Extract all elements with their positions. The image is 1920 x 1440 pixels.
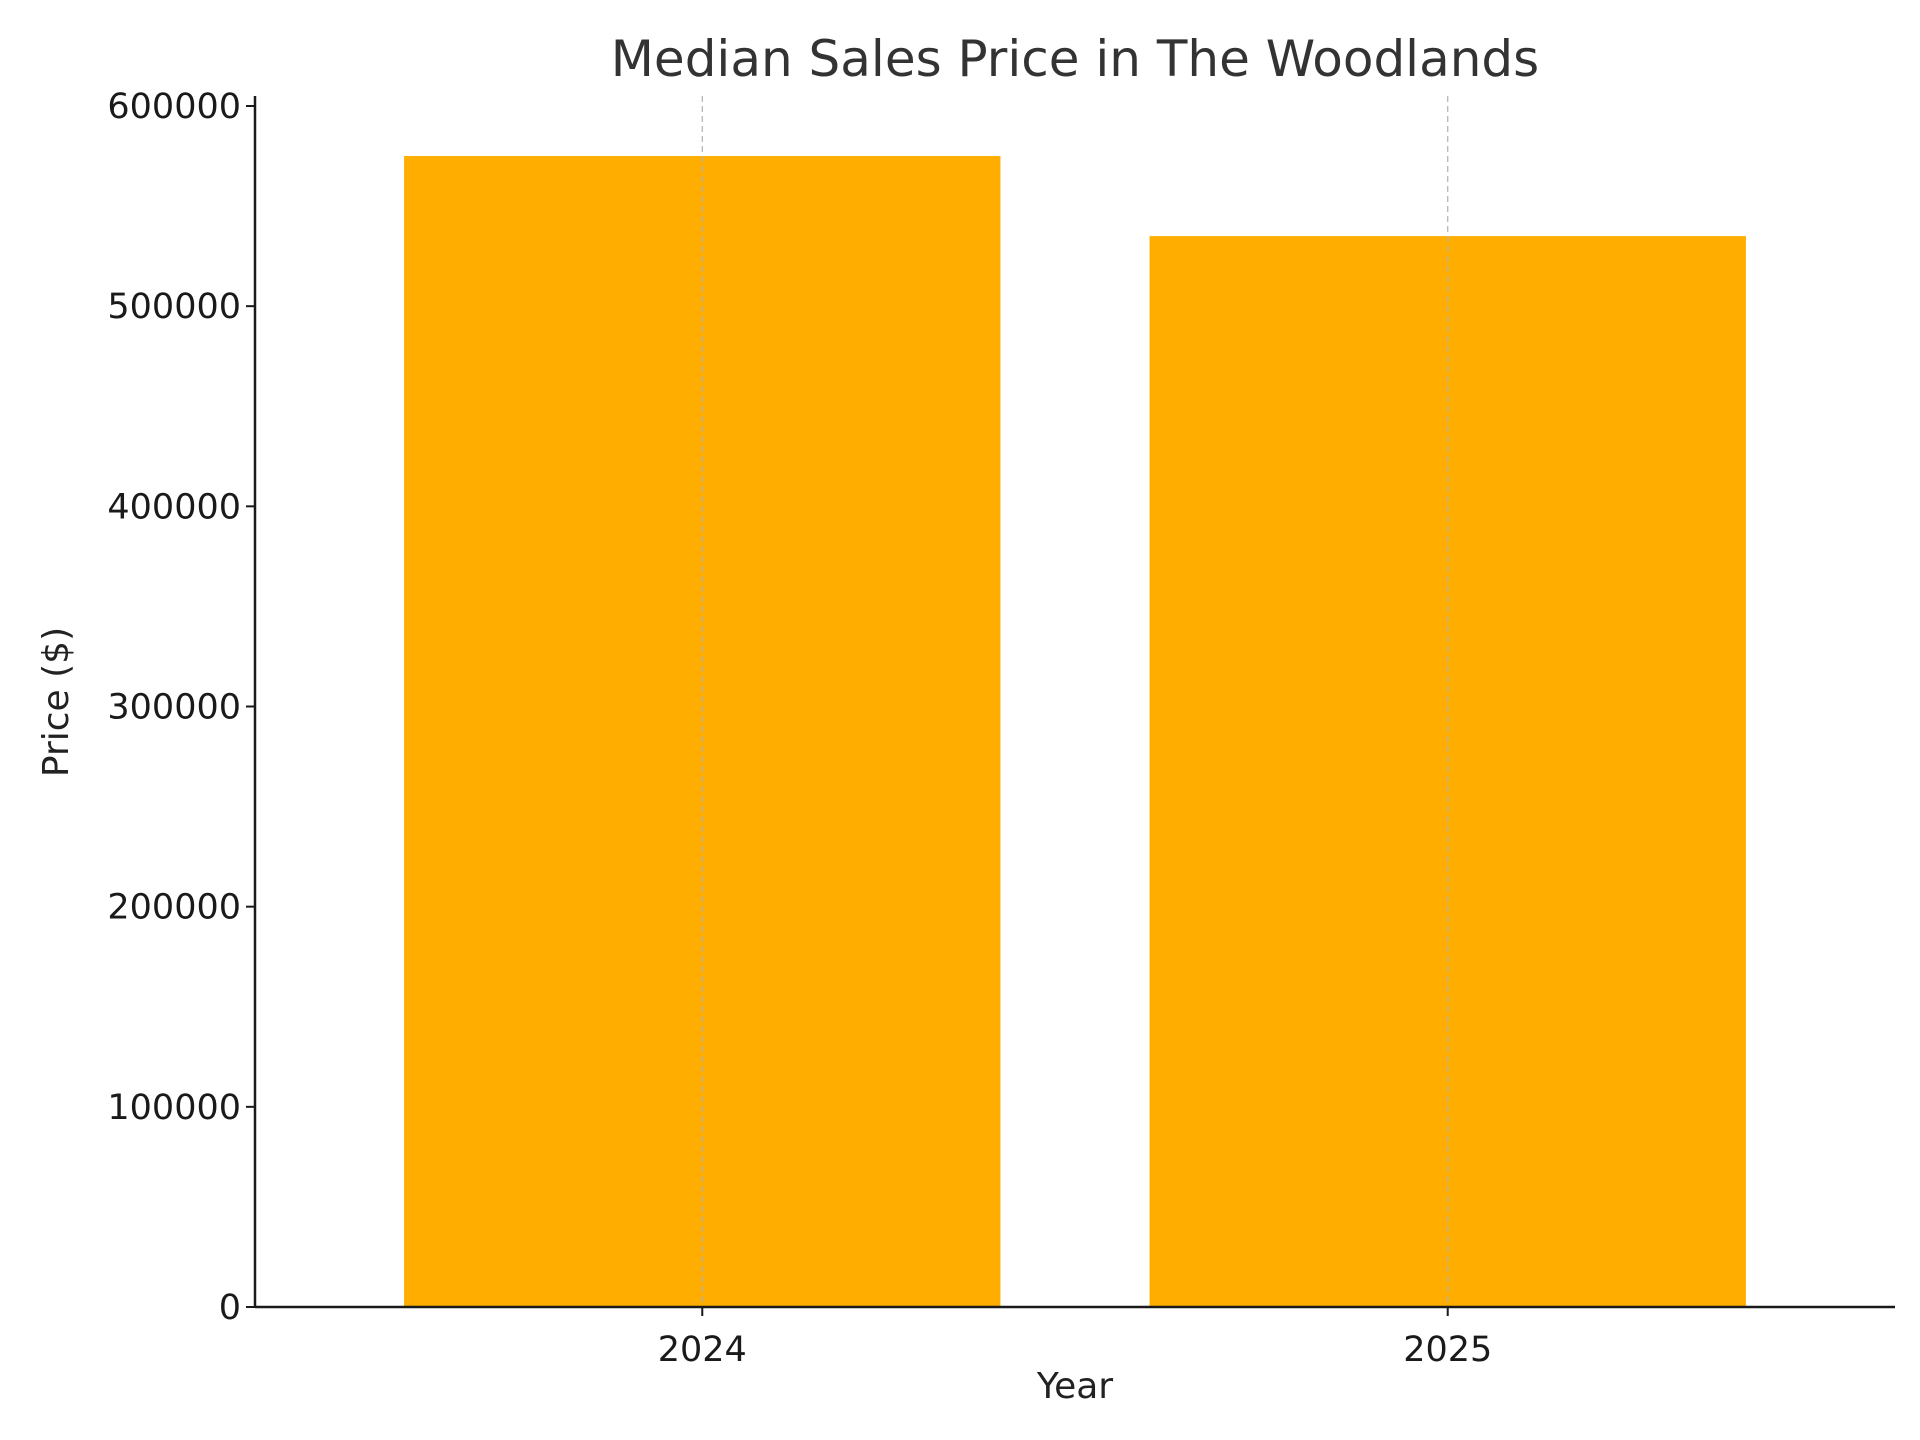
y-tick-label: 600000 [107, 87, 241, 127]
y-tick-label: 0 [219, 1288, 241, 1328]
y-axis-label: Price ($) [36, 627, 77, 777]
x-axis-label: Year [1036, 1366, 1113, 1407]
y-tick-label: 300000 [107, 688, 241, 728]
y-tick-label: 200000 [107, 888, 241, 928]
x-tick-label-2024: 2024 [658, 1330, 747, 1370]
x-tick-label-2025: 2025 [1403, 1330, 1492, 1370]
y-axis-ticks: 0 100000 200000 300000 400000 500000 600000 [107, 87, 255, 1328]
x-axis-ticks: 2024 2025 [658, 1307, 1492, 1370]
y-tick-label: 500000 [107, 287, 241, 327]
chart-title: Median Sales Price in The Woodlands [611, 30, 1539, 88]
bars-layer [404, 96, 1746, 1308]
y-tick-label: 100000 [107, 1088, 241, 1128]
y-tick-label: 400000 [107, 487, 241, 527]
